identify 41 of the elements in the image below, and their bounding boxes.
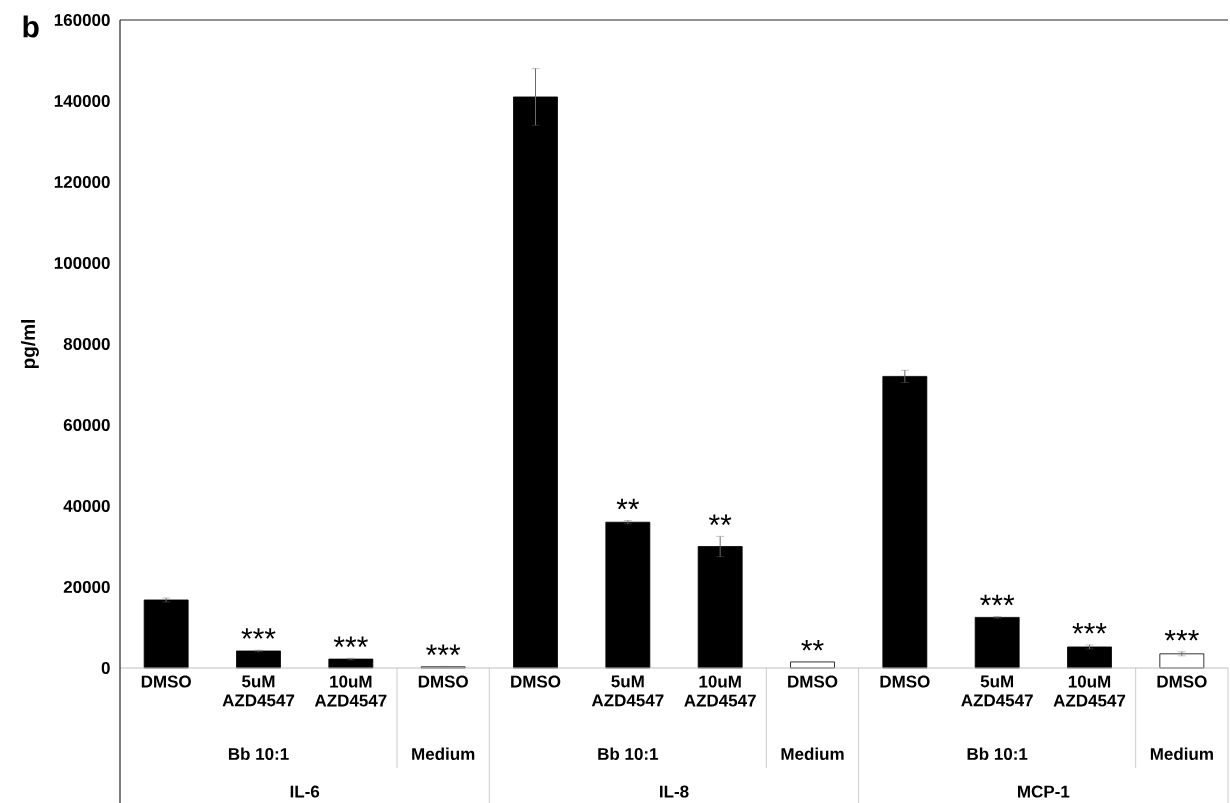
text: Bb 10:1 (228, 747, 289, 761)
data-label: *** (426, 644, 461, 656)
y-axis-title: pg/ml (21, 320, 39, 369)
data-label: ** (708, 514, 732, 526)
y-tick-label: 40000 (63, 499, 110, 513)
x-tick-label: 5uM AZD4547 (591, 675, 664, 707)
x-tick-label: 5uM AZD4547 (222, 675, 295, 707)
x-tick-label: 10uM AZD4547 (684, 675, 756, 707)
text: MCP-1 (1018, 785, 1070, 798)
text: IL-8 (660, 785, 689, 798)
x-tick-label: 10uM AZD4547 (314, 675, 387, 707)
x-tick-label: DMSO (788, 675, 838, 688)
x-tick-label: 10uM AZD4547 (1053, 675, 1126, 707)
x-tick-label: DMSO (880, 675, 930, 688)
text: Medium (781, 747, 844, 761)
x-tick-label: 5uM AZD4547 (961, 675, 1033, 707)
y-tick-label: 140000 (54, 94, 110, 108)
x-tick-label: DMSO (1157, 675, 1207, 688)
data-label: ** (801, 640, 824, 651)
text: Medium (1150, 747, 1213, 761)
chart-title: b (23, 15, 39, 38)
data-label: *** (1164, 629, 1199, 641)
y-tick-label: 20000 (63, 580, 110, 594)
y-tick-label: 0 (101, 661, 110, 675)
y-tick-label: 60000 (63, 418, 110, 432)
data-label: *** (333, 636, 368, 647)
data-label: *** (980, 594, 1015, 606)
text: Bb 10:1 (598, 747, 659, 761)
text: IL-6 (290, 785, 320, 798)
x-tick-label: DMSO (511, 675, 561, 688)
y-tick-label: 80000 (63, 337, 110, 351)
text: Bb 10:1 (967, 747, 1028, 761)
data-label: ** (616, 498, 640, 510)
y-tick-label: 160000 (54, 13, 110, 27)
data-label: *** (241, 628, 276, 639)
text: Medium (412, 747, 475, 761)
data-label: *** (1072, 623, 1107, 634)
x-tick-label: DMSO (141, 675, 191, 688)
y-tick-label: 100000 (54, 256, 110, 270)
y-tick-label: 120000 (54, 175, 110, 189)
x-tick-label: DMSO (418, 675, 468, 688)
